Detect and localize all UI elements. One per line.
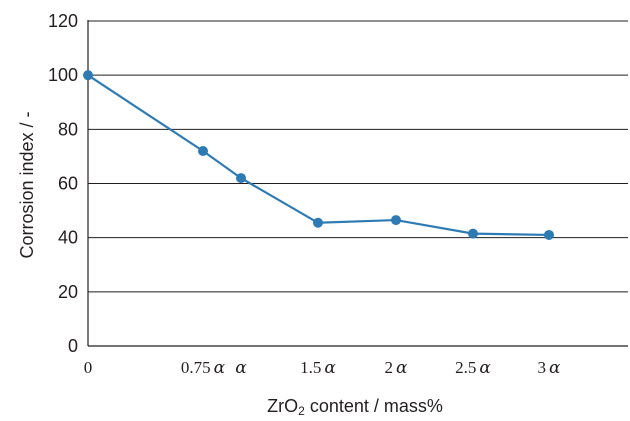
- x-axis-label: ZrO2 content / mass%: [267, 396, 443, 418]
- data-point: [198, 146, 208, 156]
- x-axis-label-subscript: 2: [298, 404, 305, 418]
- data-point: [236, 173, 246, 184]
- y-tick-labels: 0 20 40 60 80 100 120: [48, 11, 78, 356]
- y-tick-label: 60: [58, 174, 78, 194]
- x-tick-labels: 0 0.75 α α 1.5 α 2 α 2.5 α 3 α: [84, 358, 561, 378]
- series-line: [87, 74, 550, 237]
- y-tick-label: 0: [68, 336, 78, 356]
- grid-lines: [88, 20, 628, 293]
- data-point: [468, 228, 478, 239]
- series: [83, 70, 554, 240]
- y-tick-label: 120: [48, 11, 78, 31]
- x-axis-label-suffix: content / mass%: [305, 396, 443, 416]
- y-tick-label: 20: [58, 282, 78, 302]
- y-axis-label: Corrosion index / -: [17, 111, 37, 258]
- x-axis-label-prefix: ZrO: [267, 396, 298, 416]
- x-tick-label: 1.5 α: [300, 358, 336, 378]
- y-tick-label: 40: [58, 228, 78, 248]
- x-tick-label: α: [235, 358, 247, 378]
- x-tick-label: 0.75 α: [181, 358, 226, 378]
- data-point: [83, 70, 93, 81]
- data-point: [544, 229, 554, 240]
- y-tick-label: 100: [48, 65, 78, 85]
- y-tick-label: 80: [58, 119, 78, 139]
- data-point: [391, 215, 401, 226]
- x-tick-label: 0: [84, 358, 93, 377]
- data-point: [313, 217, 323, 228]
- x-tick-label: 2.5 α: [455, 358, 491, 378]
